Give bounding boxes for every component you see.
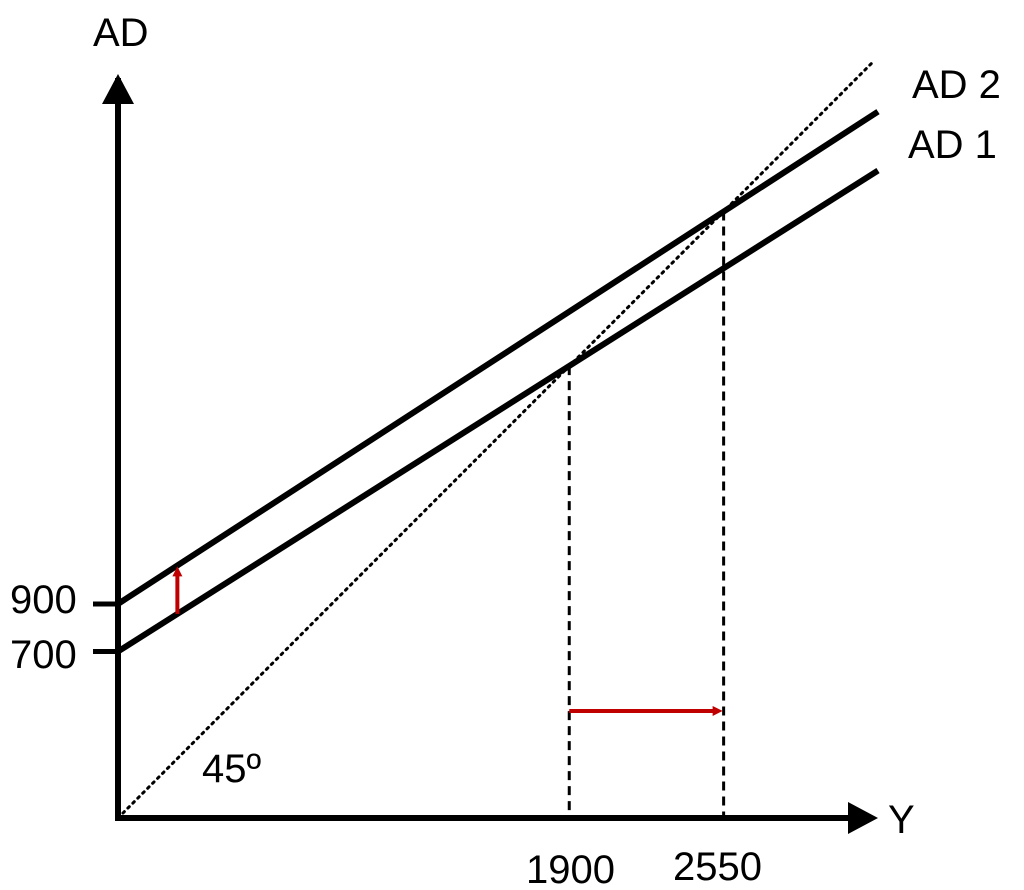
series-line-ad1 (116, 168, 880, 655)
y-axis-label: AD (93, 11, 149, 55)
x-axis-arrowhead (848, 802, 878, 834)
reference-layer (116, 60, 875, 820)
axes (93, 74, 878, 834)
series-label-ad1: AD 1 (908, 123, 997, 167)
y-tick-label-700: 700 (10, 633, 77, 677)
x-tick-label-2550: 2550 (673, 845, 762, 889)
series-line-ad2 (116, 109, 880, 607)
series-layer (116, 109, 880, 655)
shift-arrow-layer (172, 566, 723, 716)
x-tick-label-1900: 1900 (526, 848, 615, 890)
x-axis-label: Y (888, 798, 915, 842)
text-layer: AD Y 900 700 1900 2550 AD 2 AD 1 45º (10, 11, 1001, 890)
y-axis-arrowhead (102, 74, 134, 104)
y-tick-label-900: 900 (10, 578, 77, 622)
guide-layer (567, 211, 726, 818)
series-label-ad2: AD 2 (912, 63, 1001, 107)
reference-45-degree-line (116, 60, 875, 820)
angle-annotation: 45º (202, 747, 261, 791)
